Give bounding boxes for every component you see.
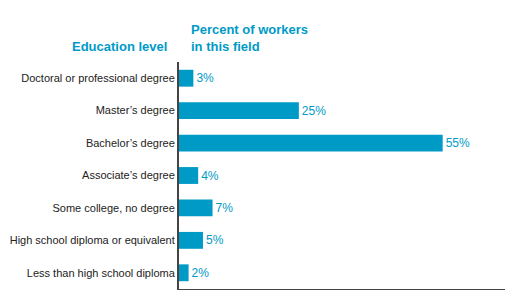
- svg-text:7%: 7%: [216, 201, 234, 215]
- svg-text:Associate’s degree: Associate’s degree: [82, 169, 175, 181]
- svg-text:55%: 55%: [446, 136, 470, 150]
- svg-text:2%: 2%: [192, 266, 210, 280]
- svg-text:3%: 3%: [196, 71, 214, 85]
- svg-text:25%: 25%: [302, 104, 326, 118]
- svg-text:Bachelor’s degree: Bachelor’s degree: [86, 137, 175, 149]
- svg-text:5%: 5%: [206, 233, 224, 247]
- svg-text:Some college, no degree: Some college, no degree: [52, 202, 174, 214]
- svg-text:Less than high school diploma: Less than high school diploma: [27, 267, 176, 279]
- svg-text:High school diploma or equival: High school diploma or equivalent: [10, 234, 175, 246]
- svg-text:Doctoral or professional degre: Doctoral or professional degree: [21, 72, 174, 84]
- svg-text:4%: 4%: [201, 169, 219, 183]
- svg-text:Percent of workersin this fiel: Percent of workersin this field: [191, 22, 308, 54]
- svg-text:Education level: Education level: [72, 39, 167, 54]
- svg-text:Master’s degree: Master’s degree: [96, 104, 175, 116]
